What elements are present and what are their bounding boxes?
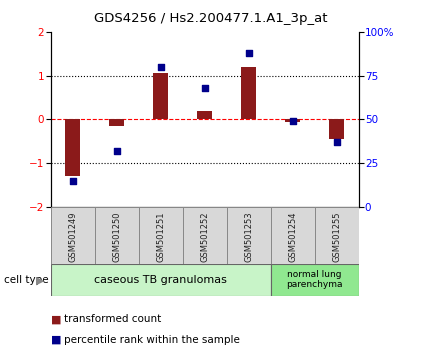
- Text: GSM501251: GSM501251: [156, 211, 165, 262]
- Bar: [329, 120, 344, 139]
- Text: GSM501254: GSM501254: [288, 211, 297, 262]
- Text: transformed count: transformed count: [64, 314, 161, 324]
- Bar: [109, 120, 125, 126]
- Bar: [227, 207, 271, 264]
- Bar: [285, 120, 300, 122]
- Text: ▶: ▶: [36, 275, 45, 285]
- Text: GDS4256 / Hs2.200477.1.A1_3p_at: GDS4256 / Hs2.200477.1.A1_3p_at: [95, 12, 328, 25]
- Text: GSM501252: GSM501252: [200, 211, 209, 262]
- Bar: [51, 207, 95, 264]
- Text: ■: ■: [51, 314, 65, 324]
- Point: [201, 85, 208, 91]
- Text: GSM501250: GSM501250: [112, 211, 121, 262]
- Point: [289, 118, 296, 124]
- Bar: [153, 74, 169, 120]
- Bar: [183, 207, 227, 264]
- Bar: [241, 67, 256, 120]
- Text: GSM501249: GSM501249: [68, 211, 77, 262]
- Point: [113, 148, 120, 154]
- Point: [245, 50, 252, 56]
- Text: GSM501253: GSM501253: [244, 211, 253, 262]
- Text: GSM501255: GSM501255: [332, 211, 341, 262]
- Point: [69, 178, 76, 184]
- Text: normal lung
parenchyma: normal lung parenchyma: [286, 270, 343, 289]
- Point: [333, 139, 340, 145]
- Bar: [139, 207, 183, 264]
- Text: ■: ■: [51, 335, 65, 345]
- Text: percentile rank within the sample: percentile rank within the sample: [64, 335, 240, 345]
- Text: cell type: cell type: [4, 275, 49, 285]
- Bar: [271, 207, 315, 264]
- Bar: [197, 111, 213, 120]
- Bar: [271, 264, 359, 296]
- Bar: [315, 207, 359, 264]
- Text: caseous TB granulomas: caseous TB granulomas: [94, 275, 227, 285]
- Bar: [95, 207, 139, 264]
- Bar: [51, 264, 271, 296]
- Bar: [65, 120, 81, 176]
- Point: [157, 64, 164, 70]
